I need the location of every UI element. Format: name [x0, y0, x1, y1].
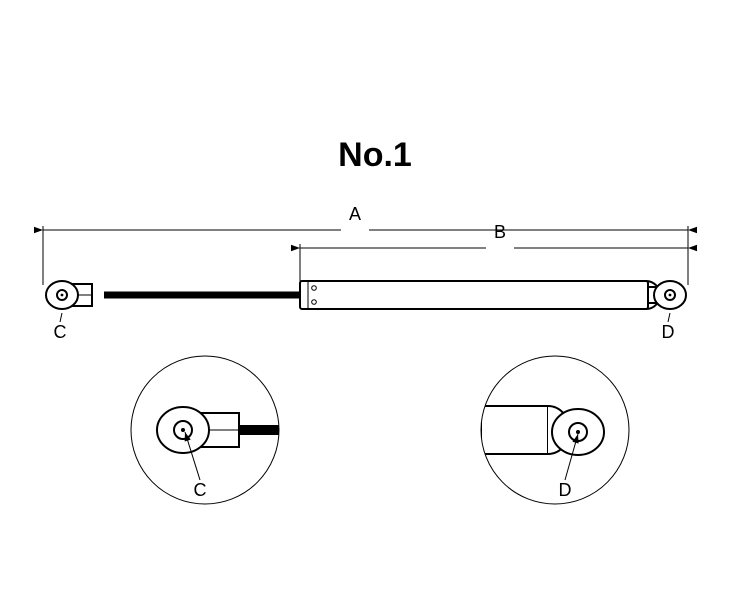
- dim-label-A: A: [349, 204, 361, 225]
- diagram-svg: [0, 0, 750, 600]
- dim-label-C: C: [54, 322, 67, 343]
- dim-label-B: B: [494, 222, 506, 243]
- detail-label-D: D: [559, 480, 572, 501]
- dim-label-D: D: [662, 322, 675, 343]
- diagram-canvas: No.1 A B C D C D: [0, 0, 750, 600]
- detail-label-C: C: [194, 480, 207, 501]
